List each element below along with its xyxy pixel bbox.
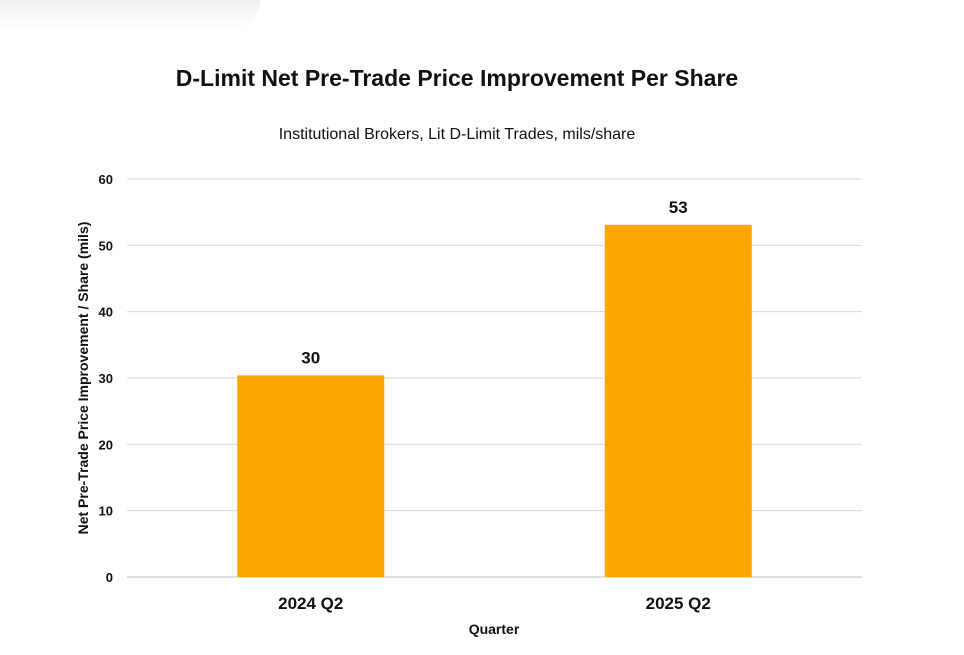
data-label: 30: [301, 348, 320, 367]
y-tick-label: 10: [99, 504, 113, 519]
y-tick-label: 20: [99, 437, 113, 452]
y-axis-ticks: 0 10 20 30 40 50 60: [99, 172, 113, 585]
x-axis-label: Quarter: [469, 621, 520, 637]
y-tick-label: 30: [99, 371, 113, 386]
data-label: 53: [669, 198, 688, 217]
y-tick-label: 50: [99, 238, 113, 253]
corner-shade: [0, 0, 260, 30]
x-category-label: 2024 Q2: [278, 594, 343, 613]
bar: [237, 375, 385, 577]
x-category-label: 2025 Q2: [646, 594, 711, 613]
chart-title: D-Limit Net Pre-Trade Price Improvement …: [176, 65, 738, 91]
bar: [604, 224, 752, 577]
y-tick-label: 0: [106, 570, 113, 585]
chart-subtitle: Institutional Brokers, Lit D-Limit Trade…: [279, 126, 636, 143]
y-tick-label: 60: [99, 172, 113, 187]
data-labels: 30 53: [301, 198, 687, 368]
y-tick-label: 40: [99, 305, 113, 320]
x-axis-categories: 2024 Q2 2025 Q2: [278, 594, 711, 613]
y-axis-label: Net Pre-Trade Price Improvement / Share …: [75, 222, 91, 535]
bars: [237, 224, 752, 577]
